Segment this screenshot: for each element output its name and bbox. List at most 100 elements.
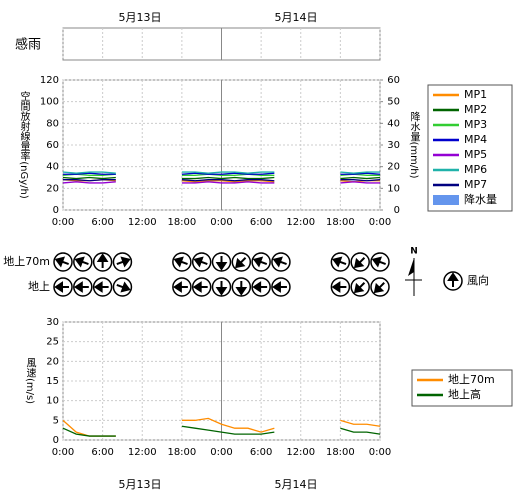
x-tick-label: 0:00	[52, 447, 74, 458]
wind-arrow-icon	[211, 252, 232, 272]
y-axis-label: 空間放射線量率(nGy/h)	[18, 90, 30, 199]
legend-label: MP2	[464, 103, 487, 116]
wind-arrow-icon	[251, 277, 271, 297]
y-tick-label: 80	[46, 118, 59, 129]
x-tick-label: 18:00	[326, 447, 355, 458]
wind-arrow-icon	[73, 252, 93, 272]
legend-label: MP5	[464, 148, 487, 161]
legend-label: MP6	[464, 163, 487, 176]
series-line	[62, 181, 380, 184]
date-label: 5月14日	[275, 478, 318, 491]
icon-arrow	[215, 256, 228, 271]
wind-arrow-icon	[191, 277, 212, 297]
north-indicator: N	[405, 247, 422, 296]
y-tick-label: 20	[46, 183, 59, 194]
wind-arrow-icon	[172, 277, 192, 297]
north-arrow	[408, 258, 414, 276]
y-tick-label: 100	[40, 97, 59, 108]
y-tick-label: 20	[46, 356, 59, 367]
icon-arrow	[173, 281, 188, 293]
y2-tick-label: 50	[387, 97, 400, 108]
date-label: 5月13日	[119, 478, 162, 491]
series-line	[63, 179, 381, 182]
rain-sensor-label: 感雨	[15, 37, 41, 53]
x-tick-label: 18:00	[167, 447, 196, 458]
wind-arrow-icon	[231, 277, 252, 297]
x-tick-label: 0:00	[210, 447, 232, 458]
x-tick-label: 6:00	[91, 447, 113, 458]
y-axis-label: 風速(m/s)	[24, 358, 36, 404]
icon-arrow	[193, 256, 208, 268]
x-tick-label: 0:00	[210, 217, 232, 228]
icon-arrow	[192, 281, 208, 293]
wind-arrow-icon	[350, 277, 370, 297]
wind-arrow-icon	[191, 252, 212, 272]
north-label: N	[410, 247, 418, 257]
icon-arrow	[116, 281, 131, 293]
legend-box	[411, 369, 513, 407]
x-tick-label: 12:00	[286, 447, 315, 458]
icon-arrow	[74, 281, 89, 293]
icon-arrow	[74, 256, 89, 268]
icon-arrow	[353, 282, 366, 294]
legend-label: MP3	[464, 118, 487, 131]
legend-label: 地上70m	[448, 373, 495, 386]
icon-arrow	[116, 256, 131, 268]
icon-arrow	[93, 281, 109, 293]
legend-label: 地上高	[448, 387, 481, 401]
y2-tick-label: 20	[387, 162, 400, 173]
x-tick-label: 18:00	[326, 217, 355, 228]
x-tick-label: 0:00	[369, 217, 391, 228]
wind-arrow-icon	[271, 277, 291, 297]
icon-arrow	[173, 256, 188, 268]
wind-arrow-icon	[53, 252, 73, 272]
wind-arrow-icon	[92, 277, 113, 297]
x-tick-label: 12:00	[128, 217, 157, 228]
series-line	[62, 176, 381, 180]
x-tick-label: 6:00	[250, 447, 272, 458]
x-tick-label: 0:00	[52, 217, 74, 228]
y2-axis-label: 降水量(mm/h)	[408, 110, 420, 178]
series-line	[62, 425, 381, 437]
legend-label: MP1	[464, 88, 487, 101]
wind-arrow-icon	[231, 252, 252, 272]
date-label: 5月13日	[119, 11, 162, 24]
wind-arrow-icon	[211, 277, 232, 297]
x-tick-label: 12:00	[128, 447, 157, 458]
icon-arrow	[54, 256, 69, 268]
y-tick-label: 60	[46, 140, 59, 151]
icon-arrow	[54, 281, 69, 293]
wind-arrow-icon	[330, 252, 351, 272]
icon-arrow	[353, 257, 366, 269]
wind-arrow-icon	[370, 252, 390, 272]
icon-arrow	[235, 257, 247, 269]
wind-arrow-icon	[112, 277, 133, 297]
legend-swatch	[433, 195, 459, 205]
wind-row-label: 地上70m	[3, 255, 50, 268]
x-tick-label: 6:00	[250, 217, 272, 228]
wind-arrow-icon	[271, 252, 291, 272]
icon-arrow	[371, 256, 386, 268]
date-label: 5月14日	[275, 11, 318, 24]
y-tick-label: 0	[53, 205, 59, 216]
icon-arrow	[332, 256, 347, 268]
legend-label: MP7	[464, 178, 487, 191]
x-tick-label: 0:00	[369, 447, 391, 458]
wind-legend-icon	[443, 271, 463, 291]
wind-arrow-icon	[330, 277, 351, 297]
icon-arrow	[272, 281, 287, 293]
icon-arrow	[252, 281, 268, 293]
legend-box	[427, 84, 513, 212]
wind-arrow-icon	[112, 252, 133, 272]
icon-arrow	[373, 282, 385, 294]
y-tick-label: 0	[53, 435, 59, 446]
y-tick-label: 30	[46, 317, 59, 328]
y-tick-label: 10	[46, 396, 59, 407]
icon-arrow	[215, 281, 228, 296]
y2-tick-label: 0	[394, 205, 400, 216]
icon-arrow	[252, 256, 268, 268]
wind-arrow-icon	[73, 277, 93, 297]
y-tick-label: 5	[53, 415, 59, 426]
legend-label: 降水量	[464, 192, 497, 206]
x-tick-label: 18:00	[167, 217, 196, 228]
